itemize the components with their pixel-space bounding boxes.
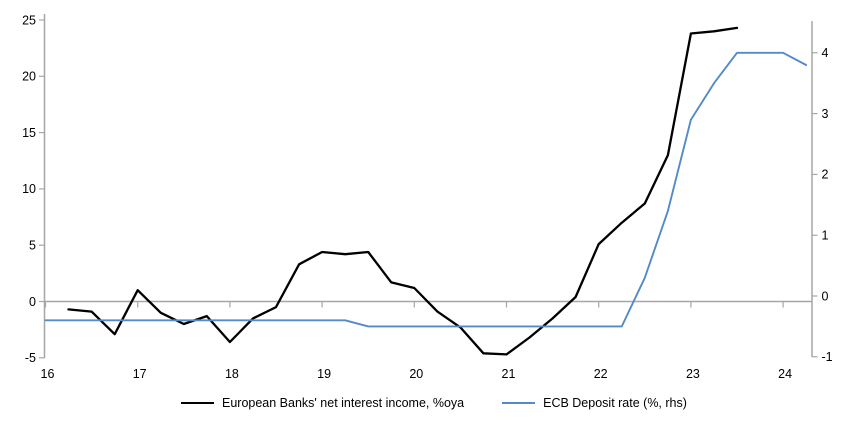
left-axis-tick-label: 10: [22, 182, 36, 196]
x-axis-tick-label: 21: [502, 367, 516, 381]
x-axis-tick-label: 18: [225, 367, 239, 381]
legend-label-nii: European Banks' net interest income, %oy…: [222, 396, 465, 410]
left-axis-tick-label: 15: [22, 126, 36, 140]
right-axis-tick-label: 2: [822, 168, 829, 182]
ecb-series-line: [44, 51, 808, 328]
legend: European Banks' net interest income, %oy…: [181, 396, 687, 410]
nii-series-line: [67, 26, 739, 356]
right-axis-tick-label: -1: [822, 350, 833, 364]
right-axis-tick-label: 1: [822, 229, 829, 243]
x-axis-tick-label: 17: [133, 367, 147, 381]
right-axis-tick-label: 0: [822, 289, 829, 303]
ecb-line-swatch: [502, 402, 536, 404]
x-axis-tick-label: 20: [409, 367, 423, 381]
x-axis-tick-label: 22: [594, 367, 608, 381]
left-axis-tick-label: 5: [29, 239, 36, 253]
left-axis-tick-label: 20: [22, 70, 36, 84]
nii-line-swatch: [181, 402, 214, 404]
left-axis-tick-label: -5: [25, 351, 36, 365]
right-axis-tick-label: 4: [822, 46, 829, 60]
x-axis-tick-label: 23: [686, 367, 700, 381]
legend-item-nii: European Banks' net interest income, %oy…: [181, 396, 464, 410]
x-axis-tick-label: 24: [778, 367, 792, 381]
legend-label-ecb: ECB Deposit rate (%, rhs): [543, 396, 687, 410]
left-axis-tick-label: 25: [22, 13, 36, 27]
left-axis-tick-label: 0: [29, 295, 36, 309]
x-axis-tick-label: 16: [41, 367, 55, 381]
x-axis-tick-label: 19: [317, 367, 331, 381]
right-axis-tick-label: 3: [822, 107, 829, 121]
legend-item-ecb: ECB Deposit rate (%, rhs): [502, 396, 687, 410]
